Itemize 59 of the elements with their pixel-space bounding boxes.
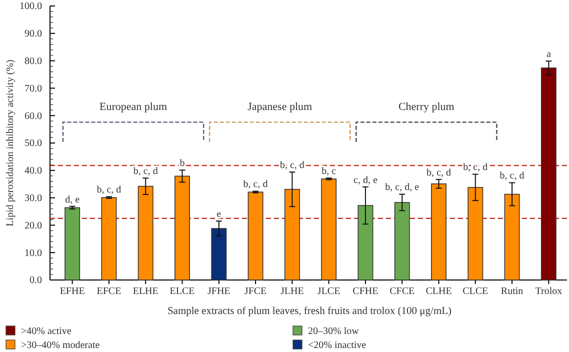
- bar: [138, 186, 154, 280]
- x-tick-label: EFHE: [60, 286, 85, 298]
- bar: [64, 207, 80, 280]
- bar: [321, 178, 337, 280]
- bar: [248, 192, 264, 280]
- bar: [540, 68, 556, 280]
- y-tick-label: 20.0: [24, 220, 42, 232]
- annotation: b, c: [322, 166, 337, 178]
- annotation: b, c, d: [243, 179, 268, 190]
- annotation: Cherry plum: [398, 101, 455, 114]
- x-tick-label: CFHE: [352, 286, 378, 298]
- bar: [174, 176, 190, 280]
- x-tick-label: CLCE: [462, 286, 488, 298]
- x-tick-label: Trolox: [535, 286, 562, 298]
- y-tick-label: 30.0: [24, 193, 42, 204]
- bar: [468, 186, 484, 280]
- legend-label: 20–30% low: [308, 326, 360, 337]
- y-axis-title: Lipid peroxidation inhibitory activity (%): [5, 60, 16, 226]
- y-tick-label: 100.0: [20, 1, 42, 12]
- y-tick-label: 60.0: [24, 110, 42, 122]
- x-tick-label: Rutin: [500, 286, 524, 298]
- bar: [358, 205, 374, 280]
- y-tick-label: 50.0: [24, 138, 42, 150]
- legend-label: >40% active: [21, 326, 72, 337]
- annotation: c, d, e: [354, 174, 378, 186]
- annotation: European plum: [100, 101, 168, 114]
- y-tick-label: 70.0: [24, 83, 42, 94]
- x-tick-label: ELHE: [132, 286, 158, 298]
- bar: [101, 197, 117, 280]
- bar: [394, 202, 410, 280]
- legend-label: >30–40% moderate: [21, 340, 100, 351]
- x-tick-label: ELCE: [170, 286, 195, 298]
- y-tick-label: 40.0: [24, 166, 42, 177]
- x-tick-label: JFCE: [244, 286, 267, 298]
- bar: [284, 188, 300, 280]
- annotation: a: [546, 49, 552, 60]
- x-tick-label: CLHE: [426, 286, 452, 298]
- annotation: b, c, d: [96, 184, 122, 196]
- annotation: b, c, d, e: [385, 182, 420, 194]
- annotation: d, e: [65, 194, 80, 206]
- x-tick-label: JFHE: [207, 286, 230, 298]
- annotation: Japanese plum: [248, 101, 313, 114]
- x-tick-label: EFCE: [96, 286, 122, 298]
- y-tick-label: 90.0: [24, 28, 42, 40]
- y-tick-label: 10.0: [24, 248, 42, 259]
- x-axis-title: Sample extracts of plum leaves, fresh fruits and trolox (100 μg/mL): [167, 306, 452, 317]
- annotation: e: [216, 209, 222, 220]
- bar: [211, 228, 227, 280]
- y-tick-label: 0.0: [30, 275, 42, 286]
- bar: [431, 183, 446, 280]
- x-tick-label: JLCE: [317, 286, 340, 298]
- annotation: b, c, d: [426, 167, 451, 178]
- y-tick-label: 80.0: [24, 56, 42, 67]
- annotation: b, c, d: [500, 170, 524, 182]
- annotation: b, c, d: [133, 166, 158, 178]
- x-tick-label: JLHE: [280, 286, 304, 298]
- legend-label: <20% inactive: [308, 340, 367, 351]
- x-tick-label: CFCE: [390, 286, 415, 298]
- bar: [504, 194, 520, 280]
